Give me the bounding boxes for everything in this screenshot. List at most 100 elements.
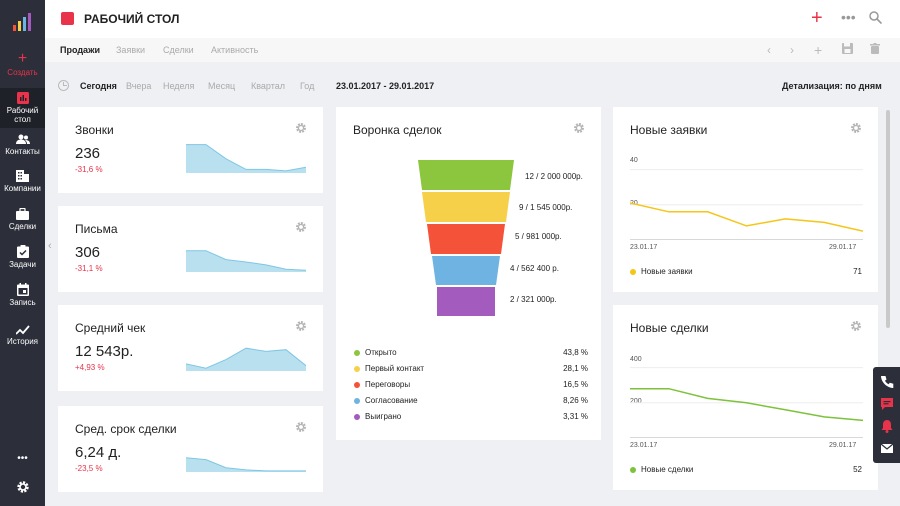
more-menu-button[interactable]: ••• (0, 453, 45, 464)
metric-card-deal-duration: Сред. срок сделки 6,24 д. -23,5 % (58, 406, 323, 492)
page-title: РАБОЧИЙ СТОЛ (84, 12, 180, 26)
funnel-legend-row: Выиграно 3,31 % (354, 411, 588, 423)
legend-dot (354, 350, 360, 356)
metric-card-calls: Звонки 236 -31,6 % (58, 107, 323, 193)
sidebar-item-dashboard[interactable]: Рабочий стол (0, 88, 45, 128)
legend-dot (630, 268, 636, 275)
gear-icon[interactable] (295, 221, 307, 233)
sidebar-item-deals[interactable]: Сделки (0, 208, 45, 231)
add-button[interactable]: + (811, 7, 823, 29)
more-options-button[interactable]: ••• (841, 9, 856, 25)
phone-icon[interactable] (880, 375, 894, 389)
funnel-stage (432, 256, 500, 285)
sidebar-item-history[interactable]: История (0, 325, 45, 346)
chevron-left-icon[interactable]: ‹ (767, 43, 771, 57)
mail-icon[interactable] (880, 441, 894, 455)
clock-icon (58, 80, 69, 91)
y-tick-label: 40 (630, 157, 638, 164)
deals-chart-card: Новые сделки 400 200 23.01.17 29.01.17 Н… (613, 305, 878, 490)
chat-icon[interactable] (880, 397, 894, 411)
period-week[interactable]: Неделя (163, 81, 195, 91)
sidebar-item-label: Задачи (9, 260, 36, 269)
scrollbar-thumb[interactable] (886, 110, 890, 328)
period-yesterday[interactable]: Вчера (126, 81, 152, 91)
dashboard-icon (61, 12, 74, 25)
detail-selector[interactable]: Детализация: по дням (782, 81, 882, 91)
more-dots-icon: ••• (17, 453, 28, 464)
metric-change: -31,6 % (75, 165, 103, 174)
sparkline-area (186, 144, 306, 173)
period-year[interactable]: Год (300, 81, 315, 91)
tab-sales[interactable]: Продажи (60, 45, 100, 55)
gear-icon[interactable] (295, 421, 307, 433)
sidebar-item-companies[interactable]: Компании (0, 170, 45, 193)
funnel-card: Воронка сделок 12 / 2 000 000р. 9 / 1 54… (336, 107, 601, 440)
tab-requests[interactable]: Заявки (116, 45, 146, 55)
series-line (630, 202, 863, 232)
funnel-stage-label: 4 / 562 400 р. (510, 264, 559, 273)
sidebar-item-label: Запись (9, 298, 36, 307)
legend-value: 8,26 % (563, 396, 588, 405)
chevron-left-icon[interactable]: ‹ (48, 240, 52, 252)
funnel-stage (427, 224, 505, 254)
sparkline-line (186, 144, 306, 172)
metric-value: 12 543р. (75, 343, 134, 360)
search-icon[interactable] (869, 11, 882, 24)
legend-name: Переговоры (365, 380, 411, 389)
create-button[interactable]: + Создать (0, 51, 45, 78)
tab-deals[interactable]: Сделки (163, 45, 194, 55)
chart-legend: Новые заявки (630, 267, 693, 276)
sparkline-chart (186, 250, 306, 272)
chevron-right-icon[interactable]: › (790, 43, 794, 57)
save-icon[interactable] (842, 43, 853, 54)
gear-icon[interactable] (295, 122, 307, 134)
calendar-icon (16, 283, 29, 296)
y-tick-label: 400 (630, 356, 642, 363)
sidebar-item-tasks[interactable]: Задачи (0, 245, 45, 269)
tabs-bar: Продажи Заявки Сделки Активность ‹ › + (45, 38, 900, 62)
line-chart (630, 367, 863, 438)
funnel-stage-label: 12 / 2 000 000р. (525, 172, 583, 181)
funnel-stage-label: 5 / 981 000р. (515, 232, 562, 241)
gear-icon[interactable] (850, 122, 862, 134)
metric-card-emails: Письма 306 -31,1 % (58, 206, 323, 292)
create-label: Создать (7, 68, 38, 77)
settings-button[interactable] (0, 480, 45, 496)
legend-name: Выиграно (365, 412, 402, 421)
date-range[interactable]: 23.01.2017 - 29.01.2017 (336, 81, 435, 91)
sidebar-item-label: Компании (4, 184, 41, 193)
card-title: Воронка сделок (353, 123, 442, 137)
period-quarter[interactable]: Квартал (251, 81, 286, 91)
quick-actions-panel (873, 367, 900, 463)
add-widget-icon[interactable]: + (814, 42, 823, 58)
period-month[interactable]: Месяц (208, 81, 236, 91)
bell-icon[interactable] (880, 419, 894, 433)
funnel-chart (418, 160, 514, 316)
companies-icon (16, 170, 29, 182)
tab-activity[interactable]: Активность (211, 45, 259, 55)
left-sidebar: + Создать Рабочий стол Контакты Компании… (0, 0, 45, 506)
period-today[interactable]: Сегодня (80, 81, 117, 91)
metric-change: +4,93 % (75, 363, 105, 372)
metric-card-average-check: Средний чек 12 543р. +4,93 % (58, 305, 323, 391)
dashboard-icon (16, 92, 29, 104)
legend-name: Согласование (365, 396, 418, 405)
trash-icon[interactable] (870, 43, 880, 54)
gear-icon[interactable] (850, 320, 862, 332)
funnel-legend-row: Открыто 43,8 % (354, 347, 588, 359)
sparkline-line (186, 457, 306, 472)
metric-value: 236 (75, 145, 101, 162)
gear-icon[interactable] (573, 122, 585, 134)
sidebar-item-contacts[interactable]: Контакты (0, 134, 45, 156)
sparkline-line (186, 347, 306, 369)
chart-total: 71 (853, 267, 862, 276)
card-title: Новые сделки (630, 321, 709, 335)
sparkline-area (186, 457, 306, 472)
card-title: Новые заявки (630, 123, 708, 137)
card-title: Письма (75, 222, 118, 236)
metric-change: -31,1 % (75, 264, 103, 273)
gear-icon[interactable] (295, 320, 307, 332)
sidebar-item-calendar[interactable]: Запись (0, 283, 45, 307)
funnel-stage (422, 192, 510, 222)
app-logo-icon[interactable] (12, 12, 34, 32)
